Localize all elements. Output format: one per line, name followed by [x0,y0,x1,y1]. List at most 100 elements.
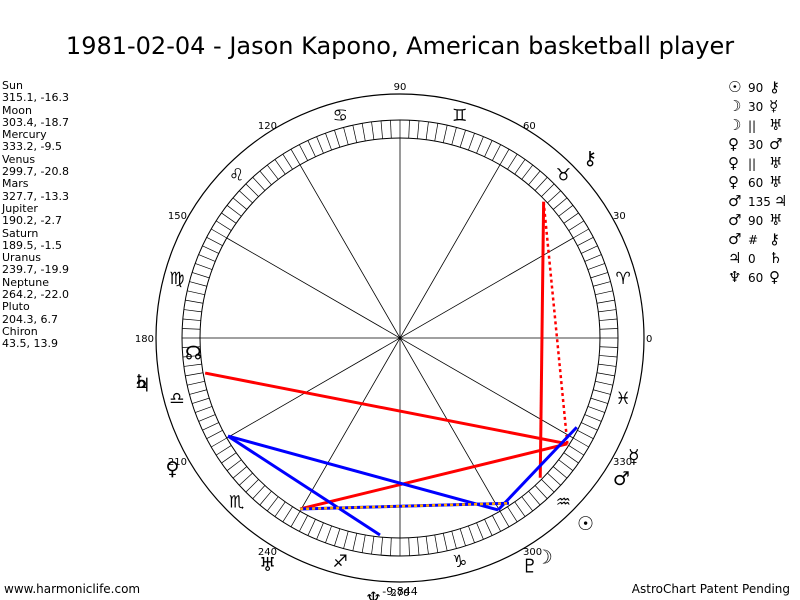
degree-tick [587,406,605,413]
planet-name-saturn: Saturn [2,226,39,240]
degree-tick [352,125,358,143]
planet-glyph-node: ☊ [185,342,202,364]
degree-tick [417,120,420,139]
degree-tick [282,506,293,523]
aspect-row: ☽ || ♅ [728,116,787,135]
degree-tick [563,452,579,464]
planet-coords-sun: 315.1, -16.3 [2,91,69,105]
degree-tick [352,533,358,551]
aspect-angle: 90 [748,214,764,228]
aspect-row: ♀ || ♅ [728,154,787,173]
degree-tick [563,212,579,224]
degree-label-150: 150 [168,211,187,222]
degree-tick [343,531,349,549]
degree-tick [558,205,574,217]
degree-tick [182,355,201,358]
planet-glyph-uranus: ♅ [259,554,276,576]
aspect-planet-2: ⚷ [769,78,780,96]
degree-tick [189,281,207,287]
degree-tick [584,254,602,262]
planet-name-sun: Sun [2,79,23,92]
planet-coords-uranus: 239.7, -19.9 [2,263,69,277]
degree-tick [459,528,466,547]
aspect-planet-2: ⚷ [769,230,780,248]
planet-coords-mercury: 333.2, -9.5 [2,140,62,154]
degree-tick [206,430,223,439]
planet-glyph-moon: ☽ [536,547,553,569]
zodiac-sign-icon: ♐ [333,552,348,572]
aspect-planet-1: ☽ [728,116,742,134]
degree-tick [267,164,279,180]
degree-tick [434,534,439,553]
degree-tick [459,129,466,148]
planet-name-jupiter: Jupiter [2,201,38,215]
degree-tick [267,496,279,512]
degree-tick [595,380,613,386]
degree-tick [577,430,594,439]
degree-tick [211,228,227,239]
degree-tick [380,120,383,139]
aspect-row: ♂ 90 ♅ [728,211,787,230]
degree-tick [593,281,611,287]
planet-coords-jupiter: 190.2, -2.7 [2,214,62,228]
zodiac-sign-icon: ♒ [556,492,571,512]
aspect-angle: || [748,157,757,171]
degree-tick [259,490,272,506]
degree-tick [371,536,375,555]
footer-website[interactable]: www.harmoniclife.com [4,582,141,596]
planet-name-mercury: Mercury [2,128,47,142]
degree-tick [425,121,429,140]
degree-label-240: 240 [258,547,277,558]
planet-name-venus: Venus [2,152,36,166]
degree-tick [245,183,259,197]
degree-tick [390,537,392,556]
degree-tick [587,263,605,270]
degree-tick [185,372,204,377]
degree-tick [343,127,349,145]
footer-patent-note: AstroChart Patent Pending [631,582,790,596]
degree-tick [226,459,242,471]
degree-tick [182,346,201,348]
degree-tick [581,245,598,254]
aspect-line [300,502,510,511]
degree-tick [361,534,366,553]
degree-tick [568,220,585,231]
planet-glyph-venus: ♀ [165,458,179,480]
planet-positions-list: Sun 315.1, -16.3 Moon 303.4, -18.7 Mercury 33… [2,79,69,351]
degree-label-180: 180 [135,334,154,345]
degree-label-300: 300 [523,547,542,558]
aspect-planet-1: ☉ [728,78,742,96]
planet-coords-venus: 299.7, -20.8 [2,165,69,179]
aspect-angle: 60 [748,176,764,190]
degree-tick [484,519,493,536]
degree-label-60: 60 [523,121,536,132]
aspect-planet-1: ♂ [728,192,742,210]
degree-tick [568,445,585,456]
aspect-line [299,442,568,511]
planet-glyph-neptune: ♆ [365,589,382,600]
degree-tick [198,254,216,262]
degree-tick [215,220,232,231]
degree-tick [325,525,332,543]
degree-tick [408,537,410,556]
aspect-planet-2: ♄ [769,249,783,267]
degree-tick [521,496,533,512]
aspect-row: ♃ 0 ♄ [728,249,787,268]
degree-tick [408,120,410,139]
degree-tick [596,299,615,304]
degree-tick [274,501,286,517]
aspect-row: ♂ 135 ♃ [728,192,787,211]
aspect-line [204,371,568,446]
aspect-planet-1: ♃ [728,249,742,267]
degree-tick [507,506,518,523]
aspect-angle: 60 [748,271,764,285]
planet-coords-saturn: 189.5, -1.5 [2,238,62,252]
degree-tick [584,414,602,422]
degree-tick [191,397,210,404]
degree-tick [211,437,227,448]
degree-tick [598,363,617,367]
degree-tick [599,346,618,348]
degree-tick [232,466,248,479]
aspect-line [538,201,546,478]
